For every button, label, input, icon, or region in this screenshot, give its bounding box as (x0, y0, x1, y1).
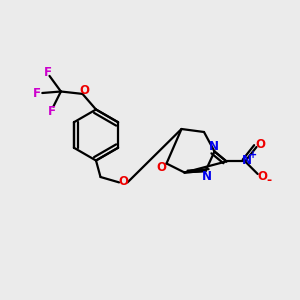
Text: O: O (156, 160, 166, 174)
Text: F: F (33, 86, 41, 100)
Text: F: F (44, 66, 52, 79)
Text: N: N (242, 154, 252, 167)
Text: O: O (256, 138, 266, 151)
Text: N: N (208, 140, 219, 153)
Text: F: F (48, 104, 56, 118)
Text: O: O (79, 84, 89, 97)
Text: O: O (257, 169, 267, 183)
Text: N: N (202, 169, 212, 183)
Text: -: - (266, 174, 272, 187)
Text: +: + (249, 150, 257, 160)
Text: O: O (118, 175, 128, 188)
